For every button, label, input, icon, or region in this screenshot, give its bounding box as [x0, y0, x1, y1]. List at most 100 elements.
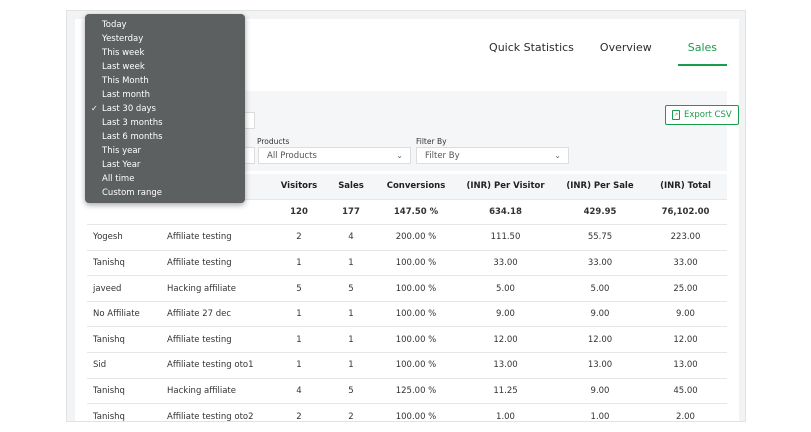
cell-total: 45.00: [644, 378, 727, 405]
menu-item-this-year[interactable]: This year: [85, 144, 245, 158]
menu-item-last-30-days[interactable]: ✓ Last 30 days: [85, 102, 245, 116]
totals-per-visitor: 634.18: [455, 199, 556, 226]
table-row: Tanishq Affiliate testing 1 1 100.00 % 33.00 3…: [87, 250, 727, 277]
cell-product: Affiliate testing: [161, 250, 273, 277]
filter-by-placeholder: Filter By: [425, 151, 460, 161]
cell-visitors: 2: [273, 224, 325, 251]
cell-per-visitor: 11.25: [455, 378, 556, 405]
cell-per-sale: 5.00: [556, 275, 644, 302]
cell-per-sale: 9.00: [556, 378, 644, 405]
cell-conversions: 100.00 %: [377, 275, 455, 302]
totals-cell-empty: [87, 199, 161, 226]
cell-per-sale: 13.00: [556, 352, 644, 379]
cell-visitors: 1: [273, 326, 325, 354]
cell-affiliate: No Affiliate: [87, 301, 161, 328]
cell-per-sale: 33.00: [556, 250, 644, 277]
cell-per-sale: 1.00: [556, 403, 644, 421]
cell-per-visitor: 9.00: [455, 301, 556, 328]
cell-affiliate: Tanishq: [87, 326, 161, 354]
cell-product: Affiliate 27 dec: [161, 301, 273, 328]
menu-item-yesterday[interactable]: Yesterday: [85, 32, 245, 46]
cell-product: Hacking affiliate: [161, 378, 273, 405]
cell-per-visitor: 33.00: [455, 250, 556, 277]
menu-item-last-3-months[interactable]: Last 3 months: [85, 116, 245, 130]
totals-total: 76,102.00: [644, 199, 727, 226]
menu-item-label: Today: [102, 20, 127, 30]
cell-total: 223.00: [644, 224, 727, 251]
cell-product: Affiliate testing oto1: [161, 352, 273, 379]
cell-sales: 2: [325, 403, 377, 421]
cell-conversions: 125.00 %: [377, 378, 455, 405]
menu-item-label: Last Year: [102, 160, 141, 170]
menu-item-label: All time: [102, 174, 135, 184]
cell-per-visitor: 12.00: [455, 326, 556, 354]
menu-item-last-week[interactable]: Last week: [85, 60, 245, 74]
menu-item-this-week[interactable]: This week: [85, 46, 245, 60]
totals-per-sale: 429.95: [556, 199, 644, 226]
products-select-value: All Products: [267, 151, 317, 161]
menu-item-label: This week: [102, 48, 145, 58]
totals-visitors: 120: [273, 199, 325, 226]
menu-item-label: Last 3 months: [102, 118, 163, 128]
cell-total: 9.00: [644, 301, 727, 328]
column-header-total[interactable]: (INR) Total: [644, 174, 727, 200]
tab-quick-statistics[interactable]: Quick Statistics: [489, 41, 574, 54]
products-label: Products: [257, 137, 290, 146]
cell-per-visitor: 111.50: [455, 224, 556, 251]
cell-total: 25.00: [644, 275, 727, 302]
tab-sales[interactable]: Sales: [677, 41, 727, 66]
menu-item-label: This year: [102, 146, 142, 156]
menu-item-label: This Month: [102, 76, 149, 86]
cell-conversions: 100.00 %: [377, 326, 455, 354]
menu-item-last-6-months[interactable]: Last 6 months: [85, 130, 245, 144]
checkmark-icon: ✓: [91, 104, 98, 113]
column-header-per-visitor[interactable]: (INR) Per Visitor: [455, 174, 556, 200]
filter-by-select[interactable]: Filter By ⌄: [416, 147, 569, 164]
table-row: No Affiliate Affiliate 27 dec 1 1 100.00 % 9.…: [87, 301, 727, 328]
menu-item-label: Last 6 months: [102, 132, 163, 142]
cell-conversions: 100.00 %: [377, 403, 455, 421]
column-header-per-sale[interactable]: (INR) Per Sale: [556, 174, 644, 200]
cell-per-visitor: 5.00: [455, 275, 556, 302]
menu-item-label: Yesterday: [102, 34, 144, 44]
cell-per-sale: 12.00: [556, 326, 644, 354]
menu-item-label: Last month: [102, 90, 150, 100]
date-range-dropdown-menu: Today Yesterday This week Last week This Mon…: [85, 14, 245, 203]
tab-overview[interactable]: Overview: [599, 41, 652, 54]
export-csv-label: Export CSV: [684, 110, 732, 120]
cell-product: Affiliate testing: [161, 224, 273, 251]
cell-sales: 1: [325, 301, 377, 328]
cell-per-visitor: 1.00: [455, 403, 556, 421]
cell-sales: 1: [325, 352, 377, 379]
chevron-down-icon: ⌄: [554, 151, 561, 160]
chevron-down-icon: ⌄: [396, 151, 403, 160]
cell-visitors: 2: [273, 403, 325, 421]
cell-total: 33.00: [644, 250, 727, 277]
cell-sales: 1: [325, 250, 377, 277]
tab-bar: Quick Statistics Overview Sales: [489, 41, 727, 66]
cell-visitors: 4: [273, 378, 325, 405]
menu-item-last-year[interactable]: Last Year: [85, 158, 245, 172]
cell-sales: 5: [325, 275, 377, 302]
products-select[interactable]: All Products ⌄: [258, 147, 411, 164]
cell-affiliate: javeed: [87, 275, 161, 302]
menu-item-all-time[interactable]: All time: [85, 172, 245, 186]
menu-item-custom-range[interactable]: Custom range: [85, 186, 245, 200]
menu-item-this-month[interactable]: This Month: [85, 74, 245, 88]
menu-item-last-month[interactable]: Last month: [85, 88, 245, 102]
menu-item-label: Last week: [102, 62, 145, 72]
column-header-conversions[interactable]: Conversions: [377, 174, 455, 200]
cell-affiliate: Tanishq: [87, 403, 161, 421]
cell-sales: 1: [325, 326, 377, 354]
export-csv-button[interactable]: ↗ Export CSV: [665, 105, 739, 125]
column-header-visitors[interactable]: Visitors: [273, 174, 325, 200]
table-row: javeed Hacking affiliate 5 5 100.00 % 5.00 5.0…: [87, 275, 727, 302]
cell-visitors: 1: [273, 352, 325, 379]
cell-conversions: 100.00 %: [377, 250, 455, 277]
cell-visitors: 1: [273, 301, 325, 328]
cell-sales: 4: [325, 224, 377, 251]
cell-visitors: 5: [273, 275, 325, 302]
filter-by-label: Filter By: [416, 137, 447, 146]
column-header-sales[interactable]: Sales: [325, 174, 377, 200]
menu-item-today[interactable]: Today: [85, 18, 245, 32]
